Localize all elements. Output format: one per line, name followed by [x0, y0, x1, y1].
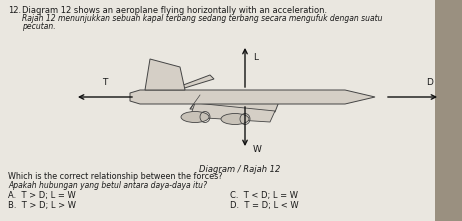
Text: Diagram 12 shows an aeroplane flying horizontally with an acceleration.: Diagram 12 shows an aeroplane flying hor… — [22, 6, 327, 15]
Polygon shape — [130, 90, 375, 104]
Text: L: L — [253, 53, 258, 62]
Text: B.  T > D; L > W: B. T > D; L > W — [8, 201, 76, 210]
Text: D.  T = D; L < W: D. T = D; L < W — [230, 201, 298, 210]
Text: Apakah hubungan yang betul antara daya-daya itu?: Apakah hubungan yang betul antara daya-d… — [8, 181, 207, 190]
Ellipse shape — [221, 114, 249, 124]
Text: Which is the correct relationship between the forces?: Which is the correct relationship betwee… — [8, 172, 223, 181]
Text: C.  T < D; L = W: C. T < D; L = W — [230, 191, 298, 200]
Text: W: W — [253, 145, 262, 154]
Polygon shape — [170, 75, 214, 90]
Text: Diagram / Rajah 12: Diagram / Rajah 12 — [199, 165, 281, 174]
Text: A.  T > D; L = W: A. T > D; L = W — [8, 191, 76, 200]
Text: 12.: 12. — [8, 6, 21, 15]
Text: T: T — [102, 78, 108, 87]
Text: Rajah 12 menunjukkan sebuah kapal terbang sedang terbang secara mengufuk dengan : Rajah 12 menunjukkan sebuah kapal terban… — [22, 14, 383, 23]
Text: D: D — [426, 78, 433, 87]
Text: pecutan.: pecutan. — [22, 22, 55, 31]
Polygon shape — [145, 59, 185, 90]
Polygon shape — [190, 95, 280, 112]
Bar — [435, 0, 462, 221]
Ellipse shape — [181, 112, 209, 122]
Polygon shape — [190, 103, 275, 122]
